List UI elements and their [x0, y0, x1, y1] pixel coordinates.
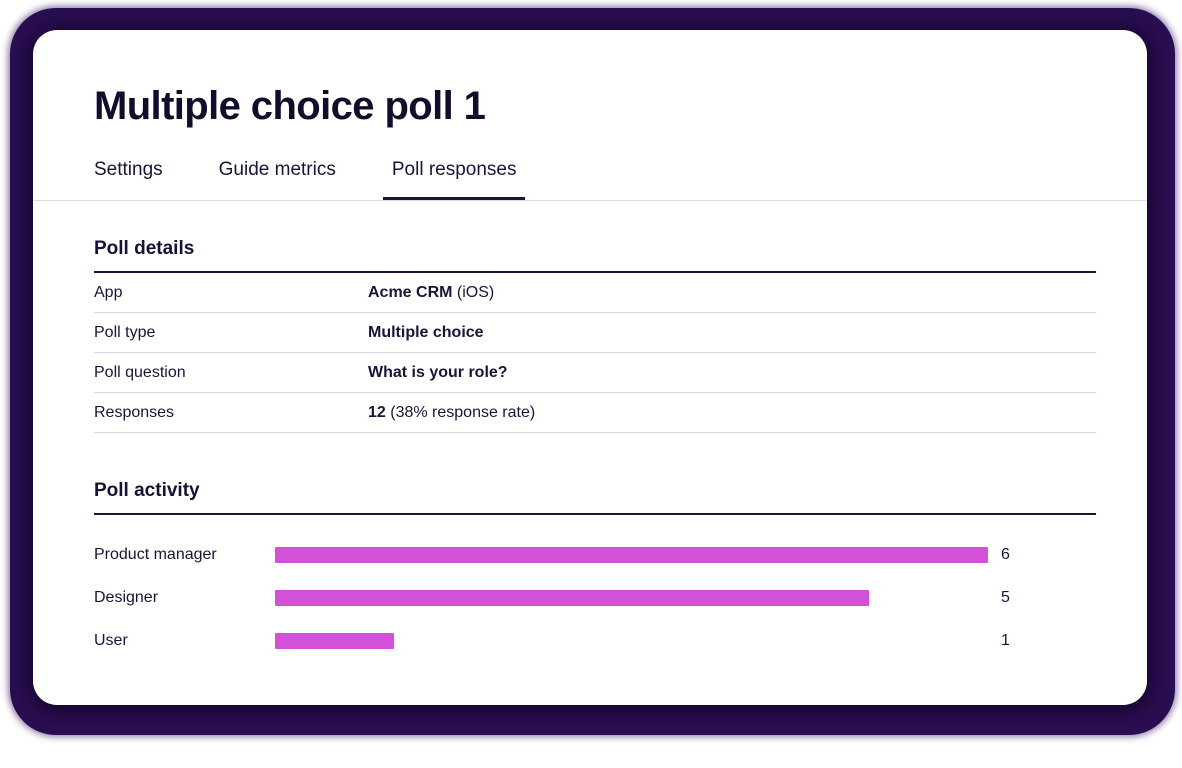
detail-value: What is your role?	[368, 364, 508, 382]
chart-bar-row: User 1	[94, 619, 1096, 662]
tab-guide-metrics[interactable]: Guide metrics	[210, 159, 345, 200]
chart-category-label: Product manager	[94, 545, 217, 563]
poll-activity-chart: Product manager 6 Designer 5 User 1	[94, 533, 1096, 662]
chart-bar-row: Designer 5	[94, 576, 1096, 619]
chart-value-label: 1	[1001, 631, 1010, 649]
poll-activity-heading: Poll activity	[94, 480, 1096, 515]
detail-value-rest: (iOS)	[452, 283, 495, 301]
chart-bar	[275, 546, 988, 563]
chart-bar-row: Product manager 6	[94, 533, 1096, 576]
chart-category-label: User	[94, 631, 128, 649]
chart-bar-track	[275, 546, 988, 563]
detail-label: Poll type	[94, 323, 156, 341]
chart-value-label: 6	[1001, 545, 1010, 563]
detail-label: Poll question	[94, 363, 186, 381]
tab-poll-responses[interactable]: Poll responses	[382, 159, 526, 200]
chart-category-label: Designer	[94, 588, 159, 606]
detail-row: Poll type Multiple choice	[94, 313, 1096, 353]
detail-row: App Acme CRM (iOS)	[94, 273, 1096, 313]
page-title: Multiple choice poll 1	[94, 84, 486, 128]
detail-row: Responses 12 (38% response rate)	[94, 393, 1096, 433]
detail-value-bold: Acme CRM	[368, 283, 453, 301]
detail-value-rest: (38% response rate)	[385, 403, 536, 421]
poll-details-table: App Acme CRM (iOS) Poll type Multiple ch…	[94, 273, 1096, 433]
detail-value: Acme CRM (iOS)	[368, 284, 494, 302]
chart-value-label: 5	[1001, 588, 1010, 606]
detail-row: Poll question What is your role?	[94, 353, 1096, 393]
poll-card: Multiple choice poll 1 Settings Guide met…	[33, 30, 1147, 705]
detail-value-bold: Multiple choice	[368, 323, 484, 341]
detail-label: Responses	[94, 403, 175, 421]
detail-value-bold: What is your role?	[368, 363, 508, 381]
detail-value-bold: 12	[368, 403, 386, 421]
poll-details-heading: Poll details	[94, 238, 1096, 273]
detail-label: App	[94, 283, 123, 301]
window-frame: Multiple choice poll 1 Settings Guide met…	[10, 8, 1175, 735]
tab-bar: Settings Guide metrics Poll responses	[33, 159, 1147, 201]
poll-details-section: Poll details App Acme CRM (iOS) Poll typ…	[94, 238, 1096, 433]
chart-bar	[275, 632, 394, 649]
chart-bar-track	[275, 632, 988, 649]
chart-bar-track	[275, 589, 988, 606]
content-area: Poll details App Acme CRM (iOS) Poll typ…	[33, 238, 1147, 662]
detail-value: Multiple choice	[368, 324, 484, 342]
chart-bar	[275, 589, 870, 606]
tab-settings[interactable]: Settings	[85, 159, 172, 200]
detail-value: 12 (38% response rate)	[368, 404, 535, 422]
poll-activity-section: Poll activity Product manager 6 Designer…	[94, 480, 1096, 662]
